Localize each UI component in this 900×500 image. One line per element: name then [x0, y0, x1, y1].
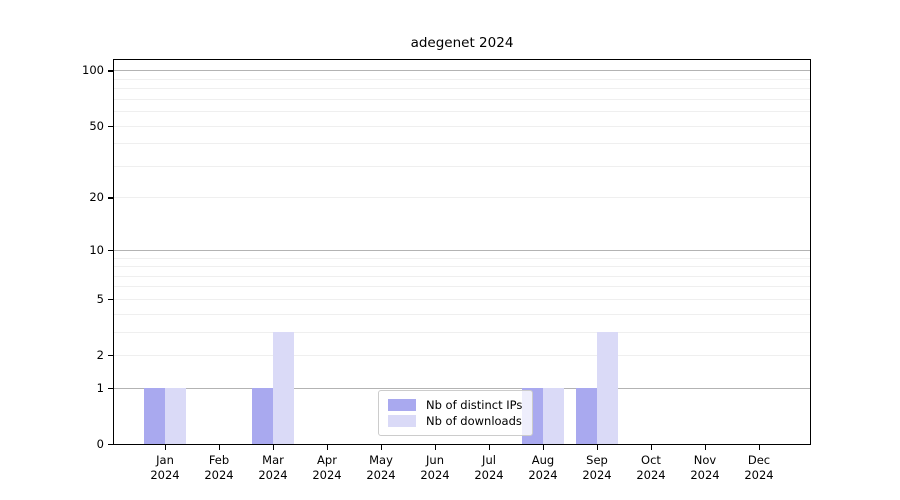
y-axis-tick [108, 298, 114, 301]
grid-line-minor [114, 197, 810, 199]
legend-label-downloads: Nb of downloads [426, 414, 522, 428]
grid-line-minor [114, 355, 810, 357]
bar-downloads [597, 331, 618, 444]
grid-line-minor [114, 98, 810, 100]
y-axis-tick [108, 70, 114, 72]
x-axis-tick [327, 445, 329, 450]
y-axis-tick [108, 355, 114, 357]
y-axis-tick-label: 0 [96, 437, 104, 451]
x-axis-tick [651, 445, 653, 450]
y-axis-tick-label: 50 [89, 118, 104, 133]
bar-distinct-ips [144, 387, 165, 444]
legend-label-distinct-ips: Nb of distinct IPs [426, 398, 523, 412]
y-axis-tick-label: 20 [89, 190, 104, 205]
x-axis-tick [273, 445, 275, 450]
y-axis-tick [108, 387, 114, 390]
y-axis-tick-label: 100 [82, 63, 104, 78]
grid-line-minor [114, 331, 810, 333]
y-axis-tick-label: 1 [96, 380, 104, 395]
grid-line-minor [114, 88, 810, 90]
x-axis-tick-label: Aug 2024 [528, 453, 558, 482]
x-axis-tick [435, 445, 437, 450]
x-axis-tick [759, 445, 761, 450]
legend-row-distinct-ips: Nb of distinct IPs [388, 397, 522, 413]
x-axis-tick [705, 445, 707, 450]
x-axis-tick-label: Dec 2024 [744, 453, 774, 482]
grid-line-major [114, 249, 810, 251]
grid-line-minor [114, 266, 810, 268]
x-axis-tick [219, 445, 221, 450]
x-axis-tick-label: Jan 2024 [150, 453, 180, 482]
x-axis-tick [489, 445, 491, 450]
grid-line-minor [114, 257, 810, 259]
x-axis-tick-label: Nov 2024 [690, 453, 720, 482]
x-axis-tick-label: Apr 2024 [312, 453, 342, 482]
y-axis-tick [108, 249, 114, 252]
y-axis-tick-label: 5 [96, 291, 104, 306]
grid-line-minor [114, 143, 810, 145]
grid-line-minor [114, 78, 810, 80]
y-axis-tick [108, 444, 114, 446]
x-axis-tick-label: Mar 2024 [258, 453, 288, 482]
y-axis-tick [108, 197, 114, 199]
plot-area [113, 59, 811, 445]
y-axis-tick [108, 125, 114, 127]
bar-downloads [165, 387, 186, 444]
bar-distinct-ips [576, 387, 597, 444]
bar-distinct-ips [252, 387, 273, 444]
legend-swatch-distinct-ips-icon [388, 399, 416, 411]
x-axis-tick [165, 445, 167, 450]
grid-line-minor [114, 298, 810, 300]
bar-downloads [273, 331, 294, 444]
x-axis-tick-label: Feb 2024 [204, 453, 234, 482]
legend-swatch-downloads-icon [388, 415, 416, 427]
x-axis-tick-label: Jun 2024 [420, 453, 450, 482]
y-axis-tick-label: 2 [96, 348, 104, 363]
grid-line-minor [114, 313, 810, 315]
grid-line-minor [114, 275, 810, 277]
chart-title: adegenet 2024 [410, 35, 514, 51]
grid-line-major [114, 70, 810, 72]
x-axis-tick-label: May 2024 [366, 453, 396, 482]
grid-line-minor [114, 111, 810, 113]
x-axis-tick [381, 445, 383, 450]
x-axis-tick-label: Oct 2024 [636, 453, 666, 482]
x-axis-tick-label: Jul 2024 [474, 453, 504, 482]
grid-line-minor [114, 286, 810, 288]
x-axis-tick [543, 445, 545, 450]
x-axis-tick [597, 445, 599, 450]
bar-downloads [543, 387, 564, 444]
legend: Nb of distinct IPs Nb of downloads [378, 390, 534, 436]
grid-line-minor [114, 125, 810, 127]
x-axis-tick-label: Sep 2024 [582, 453, 612, 482]
grid-line-major [114, 387, 810, 389]
y-axis-tick-label: 10 [89, 242, 104, 257]
legend-row-downloads: Nb of downloads [388, 413, 522, 429]
grid-line-minor [114, 165, 810, 167]
